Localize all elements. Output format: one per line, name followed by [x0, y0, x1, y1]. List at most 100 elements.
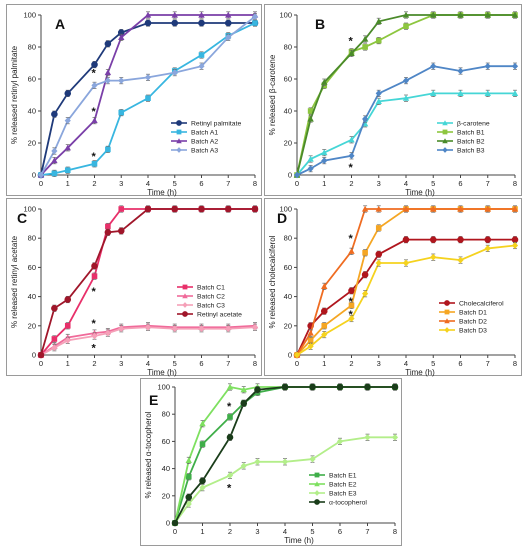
x-tick-label: 1 — [322, 179, 326, 188]
significance-star: * — [92, 286, 97, 298]
data-point — [375, 37, 382, 44]
data-point — [511, 236, 519, 243]
panel-letter: E — [149, 392, 158, 408]
chart-a-svg: 0 20 40 60 80 100 0 1 2 3 4 5 6 7 8 Time (h) % released … — [10, 11, 259, 197]
chart-e-svg: 0 20 40 60 80 100 0 1 2 3 4 5 6 7 8 Time (h) % released … — [144, 379, 399, 545]
data-point — [224, 205, 232, 213]
y-tick-label: 60 — [28, 263, 36, 272]
data-point — [225, 11, 232, 18]
legend-item: Retinyl palmitate — [171, 120, 241, 128]
y-tick-label: 100 — [279, 11, 292, 20]
y-axis-label: % released retinyl palmitate — [10, 45, 19, 144]
data-point — [117, 227, 125, 235]
data-point — [51, 170, 58, 177]
data-point — [375, 90, 382, 97]
legend-marker — [314, 472, 320, 478]
data-point — [457, 90, 464, 96]
data-point — [281, 383, 289, 391]
y-tick-label: 80 — [28, 234, 36, 243]
y-tick-label: 80 — [28, 43, 36, 52]
y-tick-label: 100 — [23, 11, 36, 20]
legend-label: β-carotene — [457, 121, 490, 128]
data-point — [321, 331, 328, 338]
legend-label: Batch E2 — [329, 482, 357, 489]
legend-marker — [182, 311, 188, 317]
legend-label: Batch B1 — [457, 130, 485, 137]
series-batch-d2 — [293, 205, 519, 358]
y-tick-label: 0 — [166, 519, 170, 528]
data-point — [118, 34, 125, 40]
data-point — [430, 62, 437, 70]
legend: Cholecalciferol Batch D1 Batch D2 Batch D3 — [439, 300, 504, 335]
x-tick-label: 0 — [39, 359, 43, 368]
data-point — [225, 325, 232, 333]
series-retinyl-acetate — [37, 205, 259, 359]
data-point — [457, 205, 464, 212]
legend-marker — [444, 309, 450, 315]
data-point — [430, 90, 437, 96]
data-point — [185, 457, 192, 464]
legend-item: Batch A3 — [171, 147, 218, 155]
axes: 0 20 40 60 80 100 0 1 2 3 4 5 6 7 8 — [23, 205, 257, 369]
legend-label: Cholecalciferol — [459, 301, 504, 308]
series--carotene — [293, 89, 519, 178]
x-tick-label: 6 — [458, 359, 462, 368]
legend-label: α-tocopherol — [329, 500, 367, 507]
significance-star: * — [227, 379, 232, 383]
legend-marker — [314, 490, 320, 496]
data-point — [199, 441, 206, 447]
y-tick-label: 40 — [284, 107, 292, 116]
x-tick-label: 0 — [173, 527, 177, 536]
chart-panel-a: 0 20 40 60 80 100 0 1 2 3 4 5 6 7 8 Time (h) % released … — [6, 4, 262, 197]
series-batch-e3 — [171, 433, 399, 527]
y-tick-label: 100 — [23, 205, 36, 214]
data-point — [362, 44, 368, 50]
data-point — [430, 11, 437, 18]
x-tick-label: 2 — [349, 179, 353, 188]
data-point — [307, 108, 314, 114]
legend-marker — [176, 129, 182, 135]
data-point — [185, 493, 193, 501]
data-point — [484, 90, 491, 96]
data-point — [361, 205, 369, 212]
data-point — [104, 229, 112, 236]
y-tick-label: 20 — [28, 321, 36, 330]
x-tick-label: 1 — [200, 527, 204, 536]
data-point — [362, 115, 369, 123]
legend-label: Batch B3 — [457, 148, 485, 155]
data-point — [105, 223, 111, 230]
legend-label: Retinyl acetate — [197, 312, 242, 319]
x-axis-label: Time (h) — [405, 188, 435, 197]
legend-label: Retinyl palmitate — [191, 121, 241, 128]
x-tick-label: 7 — [486, 179, 490, 188]
y-axis-label: % released cholecalciferol — [268, 235, 277, 328]
data-point — [484, 62, 491, 70]
axes: 0 20 40 60 80 100 0 1 2 3 4 5 6 7 8 — [23, 11, 257, 189]
series-batch-b3 — [293, 62, 519, 179]
x-tick-label: 5 — [310, 527, 314, 536]
data-point — [348, 315, 355, 322]
x-tick-label: 8 — [513, 179, 517, 188]
data-point — [402, 11, 410, 18]
legend-label: Batch C3 — [197, 303, 225, 310]
x-tick-label: 7 — [365, 527, 369, 536]
chart-panel-d: 0 20 40 60 80 100 0 1 2 3 4 5 6 7 8 Time (h) % released … — [264, 198, 522, 377]
x-tick-label: 1 — [66, 359, 70, 368]
series--tocopherol — [171, 383, 399, 527]
data-point — [281, 458, 289, 466]
data-point — [457, 67, 464, 75]
y-tick-label: 20 — [28, 139, 36, 148]
data-point — [199, 420, 206, 427]
series-batch-a2 — [37, 11, 259, 178]
y-tick-label: 0 — [32, 171, 36, 180]
legend: β-carotene Batch B1 Batch B2 Batch B3 — [437, 120, 490, 155]
data-point — [364, 433, 371, 441]
x-tick-label: 2 — [92, 179, 96, 188]
legend-label: Batch C2 — [197, 294, 225, 301]
significance-star: * — [227, 401, 232, 413]
legend-marker — [442, 138, 448, 144]
x-axis-label: Time (h) — [147, 188, 177, 197]
x-tick-label: 3 — [119, 179, 123, 188]
data-point — [64, 144, 71, 151]
y-tick-label: 80 — [162, 410, 170, 419]
